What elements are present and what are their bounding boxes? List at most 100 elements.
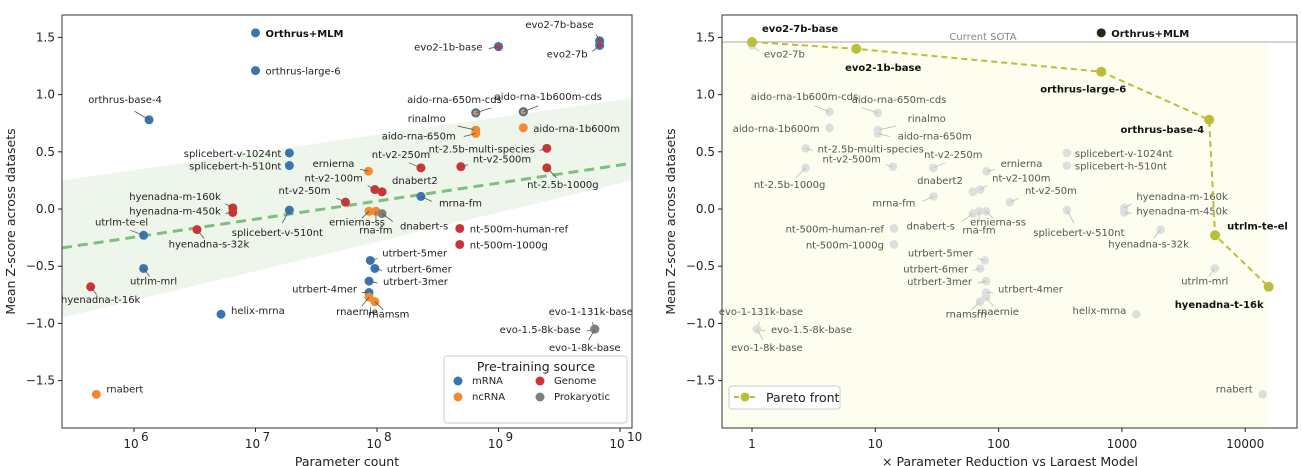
pareto-point: [747, 36, 757, 47]
point-label: utrlm-mrl: [130, 276, 177, 287]
legend: Pre-training source mRNA ncRNA Genome Prokar…: [443, 355, 628, 424]
x-tick-exponent: 9: [506, 430, 514, 444]
point-label: mrna-fm: [439, 198, 482, 209]
label-leader: [460, 164, 469, 168]
y-tick-label: −1.0: [26, 316, 55, 330]
label-leader: [359, 168, 369, 172]
x-tick-label: 10: [488, 437, 503, 451]
data-point: [91, 389, 101, 399]
pareto-label: orthrus-large-6: [1040, 85, 1126, 96]
point-label: splicebert-h-510nt: [189, 162, 281, 173]
legend-marker: [453, 376, 463, 386]
y-tick-label: 1.0: [36, 88, 55, 102]
data-point-other: [1062, 205, 1072, 215]
pareto-label: utrlm-te-el: [1227, 221, 1288, 232]
point-label: aido-rna-1b600m: [533, 124, 620, 135]
point-label: rnaernie: [977, 307, 1019, 318]
point-label: rnabert: [106, 384, 143, 395]
label-leader: [1208, 268, 1216, 277]
axes-1: 1.51.00.50.0−0.5−1.0−1.510 6 10 7 10 8 10 9 10 10…: [3, 30, 642, 466]
point-label: splicebert-v-1024nt: [184, 149, 282, 160]
point-label: ernierna-ss: [329, 217, 385, 228]
point-label: evo-1-131k-base: [549, 307, 633, 318]
point-label: hyenadna-t-16k: [61, 295, 141, 306]
point-label: hyenadna-m-160k: [129, 192, 221, 203]
y-tick-label: 0.5: [36, 145, 55, 159]
label-leader: [408, 162, 422, 169]
point-label: utrbert-5mer: [382, 248, 448, 259]
point-label: utrbert-3mer: [907, 277, 973, 288]
label-leader: [972, 268, 981, 271]
point-label: nt-2.5b-1000g: [527, 180, 599, 191]
data-point-other: [889, 224, 899, 233]
data-point: [251, 66, 260, 76]
label-leader: [861, 107, 878, 114]
label-leader: [381, 213, 394, 222]
x-tick-exponent: 7: [263, 430, 271, 444]
x-tick-label: 10: [366, 437, 381, 451]
point-label: nt-2.5b-1000g: [754, 180, 826, 191]
point-label: hyenadna-m-160k: [1136, 192, 1228, 203]
y-axis-label: Mean Z-score across datasets: [663, 128, 678, 314]
legend-entry: mRNA: [472, 376, 503, 387]
data-point: [455, 239, 465, 249]
x-tick-label: 10: [868, 437, 883, 451]
point-label: evo-1-8k-base: [731, 343, 803, 354]
label-leader: [805, 147, 813, 151]
label-leader: [523, 105, 539, 113]
point-label: evo2-1b-base: [414, 43, 482, 54]
point-label: rnaernie: [336, 307, 378, 318]
point-label: rna-fm: [359, 225, 392, 236]
point-label: hyenadna-m-450k: [1136, 206, 1228, 217]
label-leader: [420, 196, 432, 202]
legend-entry: Pareto front: [766, 390, 840, 405]
point-label: evo2-7b: [547, 49, 588, 60]
point-label: utrlm-te-el: [95, 217, 148, 228]
label-leader: [1009, 197, 1020, 203]
point-label: rnabert: [1216, 384, 1253, 395]
label-leader: [225, 212, 233, 214]
data-point: [216, 309, 226, 319]
label-leader: [361, 211, 370, 219]
point-label: aido-rna-1b600m-cds: [751, 92, 858, 103]
data-point: [251, 28, 260, 38]
y-tick-label: −0.5: [26, 259, 55, 273]
label-leader: [986, 168, 996, 172]
x-axis-label: × Parameter Reduction vs Largest Model: [882, 454, 1138, 466]
data-point: [455, 223, 465, 233]
pareto-legend: Pareto front: [728, 385, 841, 410]
point-label: utrbert-5mer: [908, 248, 974, 259]
label-leader: [336, 197, 346, 203]
point-label: evo2-7b: [764, 49, 805, 60]
label-leader: [877, 133, 890, 137]
pareto-point: [851, 43, 862, 54]
label-leader: [143, 268, 150, 277]
point-label: aido-rna-1b600m: [733, 124, 820, 135]
point-label: nt-v2-50m: [279, 186, 331, 197]
point-label: nt-v2-250m: [924, 150, 982, 161]
legend-marker: [740, 392, 750, 402]
label-leader: [134, 110, 150, 121]
label-leader: [1124, 203, 1132, 209]
point-label: helix-mrna: [1073, 306, 1127, 317]
sota-label: Current SOTA: [949, 32, 1016, 43]
point-label: ernierna: [313, 159, 355, 170]
legend-entry: Genome: [554, 376, 596, 387]
x-tick-label: 100: [987, 437, 1010, 451]
point-label: nt-2.5b-multi-species: [818, 144, 924, 155]
highlight-point: [1096, 28, 1106, 38]
label-leader: [977, 280, 987, 284]
data-point-other: [980, 256, 990, 265]
point-label: ernierna: [1001, 159, 1043, 170]
highlight-label: Orthrus+MLM: [1111, 29, 1189, 40]
point-label: orthrus-large-6: [266, 67, 341, 78]
point-label: nt-500m-human-ref: [470, 224, 569, 235]
data-point-other: [889, 240, 899, 249]
y-tick-label: 0.0: [696, 202, 715, 216]
legend-marker: [535, 376, 545, 386]
pareto-point: [1210, 230, 1221, 241]
x-axis-label: Parameter count: [295, 454, 399, 466]
point-label: nt-v2-500m: [473, 155, 531, 166]
data-point: [377, 187, 387, 197]
label-leader: [1124, 212, 1132, 214]
